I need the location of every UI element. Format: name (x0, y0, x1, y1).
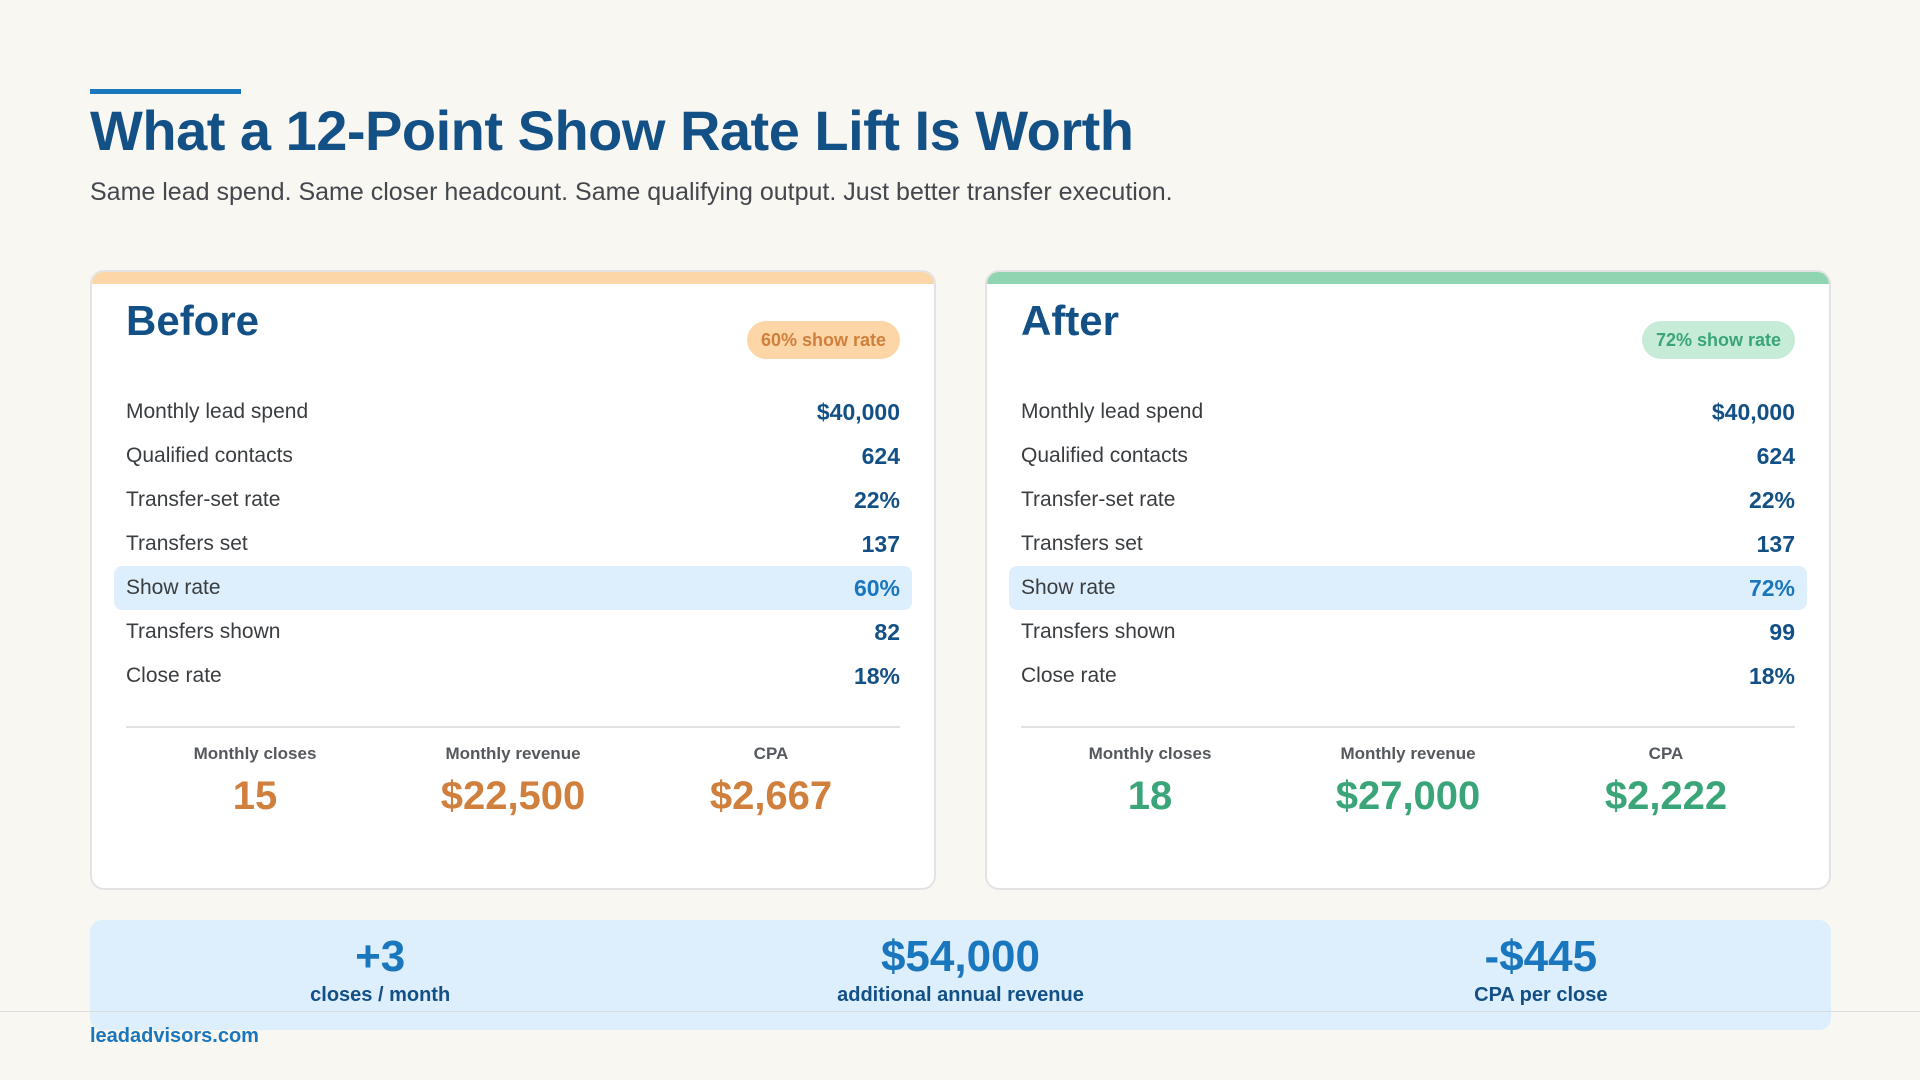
after-show-rate-badge: 72% show rate (1641, 321, 1795, 359)
after-divider (1021, 726, 1795, 728)
summary-cpa: -$445 CPA per close (1251, 920, 1831, 1030)
before-row-qualified-contacts: Qualified contacts 624 (114, 434, 912, 478)
after-metric-revenue: Monthly revenue $27,000 (1279, 744, 1537, 819)
row-value: 99 (1769, 618, 1795, 645)
title-accent-bar (90, 89, 241, 94)
row-value: 18% (1748, 662, 1795, 689)
metric-value: 15 (232, 774, 278, 818)
row-label: Transfers shown (1021, 620, 1176, 643)
summary-value: -$445 (1484, 932, 1598, 981)
row-value: 18% (853, 662, 900, 689)
summary-value: +3 (355, 932, 406, 981)
summary-banner: +3 closes / month $54,000 additional ann… (90, 920, 1831, 1030)
before-metric-closes: Monthly closes 15 (126, 744, 384, 819)
metric-label: Monthly closes (1088, 744, 1212, 763)
row-label: Monthly lead spend (126, 400, 309, 423)
footer-url[interactable]: leadadvisors.com (90, 1025, 259, 1047)
row-label: Transfers set (1021, 532, 1143, 555)
after-row-transfers-set: Transfers set 137 (1009, 522, 1807, 566)
row-label: Transfer-set rate (126, 488, 281, 511)
before-metrics-list: Monthly lead spend $40,000 Qualified con… (114, 390, 912, 698)
row-label: Show rate (126, 576, 221, 599)
row-label: Transfers set (126, 532, 248, 555)
after-row-transfer-set-rate: Transfer-set rate 22% (1009, 478, 1807, 522)
after-metrics-list: Monthly lead spend $40,000 Qualified con… (1009, 390, 1807, 698)
before-card-topbar (92, 272, 934, 284)
after-metric-closes: Monthly closes 18 (1021, 744, 1279, 819)
before-divider (126, 726, 900, 728)
before-row-show-rate: Show rate 60% (114, 566, 912, 610)
row-label: Qualified contacts (126, 444, 293, 467)
after-outcomes: Monthly closes 18 Monthly revenue $27,00… (1021, 744, 1795, 819)
after-row-qualified-contacts: Qualified contacts 624 (1009, 434, 1807, 478)
metric-value: $2,667 (709, 774, 833, 818)
row-value: 22% (1748, 486, 1795, 513)
metric-value: $2,222 (1604, 774, 1728, 818)
before-row-lead-spend: Monthly lead spend $40,000 (114, 390, 912, 434)
after-card-title: After (1021, 297, 1120, 344)
before-row-transfers-set: Transfers set 137 (114, 522, 912, 566)
row-value: 22% (853, 486, 900, 513)
before-row-close-rate: Close rate 18% (114, 654, 912, 698)
row-label: Transfers shown (126, 620, 281, 643)
before-row-transfers-shown: Transfers shown 82 (114, 610, 912, 654)
row-value: 72% (1748, 574, 1795, 601)
metric-value: $27,000 (1335, 774, 1481, 818)
metric-value: 18 (1127, 774, 1173, 818)
metric-label: Monthly closes (193, 744, 317, 763)
after-row-transfers-shown: Transfers shown 99 (1009, 610, 1807, 654)
summary-value: $54,000 (880, 932, 1041, 981)
before-card: Before 60% show rate Monthly lead spend … (90, 270, 936, 890)
before-outcomes: Monthly closes 15 Monthly revenue $22,50… (126, 744, 900, 819)
metric-label: CPA (1648, 744, 1684, 763)
after-card: After 72% show rate Monthly lead spend $… (985, 270, 1831, 890)
summary-label: closes / month (310, 984, 451, 1006)
page-title: What a 12-Point Show Rate Lift Is Worth (90, 99, 1134, 162)
after-row-lead-spend: Monthly lead spend $40,000 (1009, 390, 1807, 434)
metric-label: Monthly revenue (1340, 744, 1476, 763)
metric-label: Monthly revenue (445, 744, 581, 763)
before-metric-revenue: Monthly revenue $22,500 (384, 744, 642, 819)
row-value: 82 (874, 618, 900, 645)
before-metric-cpa: CPA $2,667 (642, 744, 900, 819)
row-label: Close rate (1021, 664, 1117, 687)
footer-divider (0, 1011, 1920, 1012)
before-show-rate-badge: 60% show rate (746, 321, 900, 359)
before-card-title: Before (126, 297, 260, 344)
before-row-transfer-set-rate: Transfer-set rate 22% (114, 478, 912, 522)
summary-label: additional annual revenue (837, 984, 1084, 1006)
row-label: Transfer-set rate (1021, 488, 1176, 511)
row-value: 137 (861, 530, 900, 557)
after-card-topbar (987, 272, 1829, 284)
summary-revenue: $54,000 additional annual revenue (670, 920, 1250, 1030)
row-value: 60% (853, 574, 900, 601)
row-value: 624 (861, 442, 900, 469)
row-label: Monthly lead spend (1021, 400, 1204, 423)
row-label: Show rate (1021, 576, 1116, 599)
row-value: 137 (1756, 530, 1795, 557)
row-value: $40,000 (816, 398, 900, 425)
metric-value: $22,500 (440, 774, 586, 818)
after-row-close-rate: Close rate 18% (1009, 654, 1807, 698)
row-label: Close rate (126, 664, 222, 687)
summary-label: CPA per close (1474, 984, 1608, 1006)
metric-label: CPA (753, 744, 789, 763)
after-metric-cpa: CPA $2,222 (1537, 744, 1795, 819)
after-row-show-rate: Show rate 72% (1009, 566, 1807, 610)
summary-closes: +3 closes / month (90, 920, 670, 1030)
page-subtitle: Same lead spend. Same closer headcount. … (90, 178, 1173, 206)
row-value: $40,000 (1711, 398, 1795, 425)
row-value: 624 (1756, 442, 1795, 469)
row-label: Qualified contacts (1021, 444, 1188, 467)
